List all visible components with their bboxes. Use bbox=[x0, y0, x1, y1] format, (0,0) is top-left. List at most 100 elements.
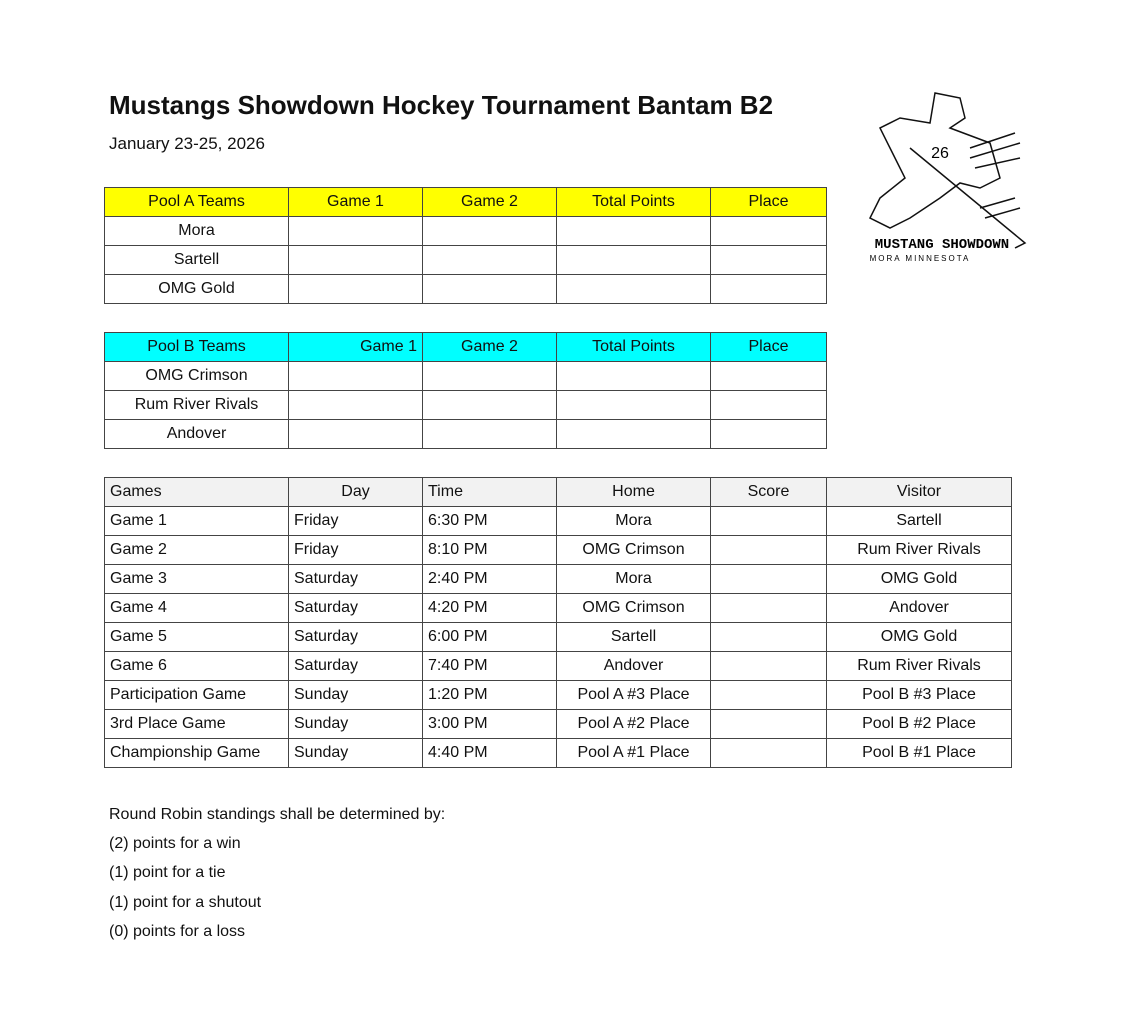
game-name: Championship Game bbox=[104, 738, 289, 768]
home-team: Mora bbox=[556, 564, 711, 594]
header-cell: Score bbox=[710, 477, 827, 507]
visitor-team: Pool B #2 Place bbox=[826, 709, 1012, 739]
visitor-team: Rum River Rivals bbox=[826, 651, 1012, 681]
time: 7:40 PM bbox=[422, 651, 557, 681]
score bbox=[710, 506, 827, 536]
team-name: Andover bbox=[104, 419, 289, 449]
score bbox=[710, 651, 827, 681]
time: 4:40 PM bbox=[422, 738, 557, 768]
game-name: Game 5 bbox=[104, 622, 289, 652]
mustang-showdown-logo: 26 MUSTANG SHOWDOWN MORA MINNESOTA bbox=[868, 92, 1027, 263]
header-cell: Home bbox=[556, 477, 711, 507]
home-team: Pool A #2 Place bbox=[556, 709, 711, 739]
team-name: OMG Gold bbox=[104, 274, 289, 304]
header-cell: Total Points bbox=[556, 332, 711, 362]
table-row: Game 3 Saturday 2:40 PM Mora OMG Gold bbox=[104, 564, 1012, 594]
score bbox=[710, 738, 827, 768]
team-name: OMG Crimson bbox=[104, 361, 289, 391]
svg-text:26: 26 bbox=[931, 145, 949, 162]
svg-text:MUSTANG SHOWDOWN: MUSTANG SHOWDOWN bbox=[875, 237, 1009, 253]
table-row: Andover bbox=[104, 419, 827, 449]
time: 2:40 PM bbox=[422, 564, 557, 594]
table-row: Mora bbox=[104, 216, 827, 246]
visitor-team: Pool B #1 Place bbox=[826, 738, 1012, 768]
team-name: Rum River Rivals bbox=[104, 390, 289, 420]
day: Saturday bbox=[288, 593, 423, 623]
table-row: Participation Game Sunday 1:20 PM Pool A #3… bbox=[104, 680, 1012, 710]
game-name: Game 2 bbox=[104, 535, 289, 565]
tournament-dates: January 23-25, 2026 bbox=[109, 134, 265, 153]
visitor-team: OMG Gold bbox=[826, 622, 1012, 652]
time: 1:20 PM bbox=[422, 680, 557, 710]
day: Saturday bbox=[288, 622, 423, 652]
team-name: Sartell bbox=[104, 245, 289, 275]
table-row: Rum River Rivals bbox=[104, 390, 827, 420]
table-row: Game 5 Saturday 6:00 PM Sartell OMG Gold bbox=[104, 622, 1012, 652]
home-team: Andover bbox=[556, 651, 711, 681]
game-name: Game 4 bbox=[104, 593, 289, 623]
visitor-team: OMG Gold bbox=[826, 564, 1012, 594]
home-team: Mora bbox=[556, 506, 711, 536]
score bbox=[710, 680, 827, 710]
day: Friday bbox=[288, 506, 423, 536]
svg-text:MORA MINNESOTA: MORA MINNESOTA bbox=[870, 254, 971, 263]
table-row: Game 4 Saturday 4:20 PM OMG Crimson Andover bbox=[104, 593, 1012, 623]
header-cell: Pool B Teams bbox=[104, 332, 289, 362]
score bbox=[710, 593, 827, 623]
header-cell: Game 2 bbox=[422, 187, 557, 217]
rule-line: (1) point for a shutout bbox=[109, 893, 262, 911]
table-row: Game 6 Saturday 7:40 PM Andover Rum River Ri… bbox=[104, 651, 1012, 681]
schedule-header-row: Games Day Time Home Score Visitor bbox=[104, 477, 1012, 507]
table-row: Game 2 Friday 8:10 PM OMG Crimson Rum River … bbox=[104, 535, 1012, 565]
schedule-table: Games Day Time Home Score Visitor Game 1… bbox=[104, 477, 1012, 768]
header-cell: Games bbox=[104, 477, 289, 507]
pool-b-table: Pool B Teams Game 1 Game 2 Total Points … bbox=[104, 332, 827, 449]
header-cell: Game 1 bbox=[288, 187, 423, 217]
visitor-team: Andover bbox=[826, 593, 1012, 623]
header-cell: Game 2 bbox=[422, 332, 557, 362]
header-cell: Visitor bbox=[826, 477, 1012, 507]
day: Sunday bbox=[288, 680, 423, 710]
home-team: OMG Crimson bbox=[556, 535, 711, 565]
header-cell: Place bbox=[710, 187, 827, 217]
pool-b-header-row: Pool B Teams Game 1 Game 2 Total Points … bbox=[104, 332, 827, 362]
time: 3:00 PM bbox=[422, 709, 557, 739]
rule-line: (0) points for a loss bbox=[109, 922, 246, 940]
header-cell: Game 1 bbox=[288, 332, 423, 362]
table-row: Championship Game Sunday 4:40 PM Pool A #1 … bbox=[104, 738, 1012, 768]
score bbox=[710, 535, 827, 565]
table-row: OMG Gold bbox=[104, 274, 827, 304]
standings-rules: Round Robin standings shall be determine… bbox=[109, 800, 445, 946]
header-cell: Total Points bbox=[556, 187, 711, 217]
score bbox=[710, 564, 827, 594]
table-row: Game 1 Friday 6:30 PM Mora Sartell bbox=[104, 506, 1012, 536]
rule-line: Round Robin standings shall be determine… bbox=[109, 806, 446, 823]
visitor-team: Sartell bbox=[826, 506, 1012, 536]
time: 8:10 PM bbox=[422, 535, 557, 565]
table-row: Sartell bbox=[104, 245, 827, 275]
day: Saturday bbox=[288, 564, 423, 594]
day: Friday bbox=[288, 535, 423, 565]
pool-a-table: Pool A Teams Game 1 Game 2 Total Points … bbox=[104, 187, 827, 304]
score bbox=[710, 622, 827, 652]
header-cell: Time bbox=[422, 477, 557, 507]
pool-a-header-row: Pool A Teams Game 1 Game 2 Total Points … bbox=[104, 187, 827, 217]
team-name: Mora bbox=[104, 216, 289, 246]
rule-line: (2) points for a win bbox=[109, 835, 241, 853]
home-team: Sartell bbox=[556, 622, 711, 652]
score bbox=[710, 709, 827, 739]
table-row: OMG Crimson bbox=[104, 361, 827, 391]
game-name: Game 6 bbox=[104, 651, 289, 681]
table-row: 3rd Place Game Sunday 3:00 PM Pool A #2 Pla… bbox=[104, 709, 1012, 739]
visitor-team: Pool B #3 Place bbox=[826, 680, 1012, 710]
game-name: Participation Game bbox=[104, 680, 289, 710]
rule-line: (1) point for a tie bbox=[109, 864, 226, 882]
time: 6:00 PM bbox=[422, 622, 557, 652]
game-name: Game 3 bbox=[104, 564, 289, 594]
home-team: Pool A #1 Place bbox=[556, 738, 711, 768]
day: Sunday bbox=[288, 709, 423, 739]
day: Saturday bbox=[288, 651, 423, 681]
page-title: Mustangs Showdown Hockey Tournament Bant… bbox=[109, 90, 774, 120]
game-name: 3rd Place Game bbox=[104, 709, 289, 739]
